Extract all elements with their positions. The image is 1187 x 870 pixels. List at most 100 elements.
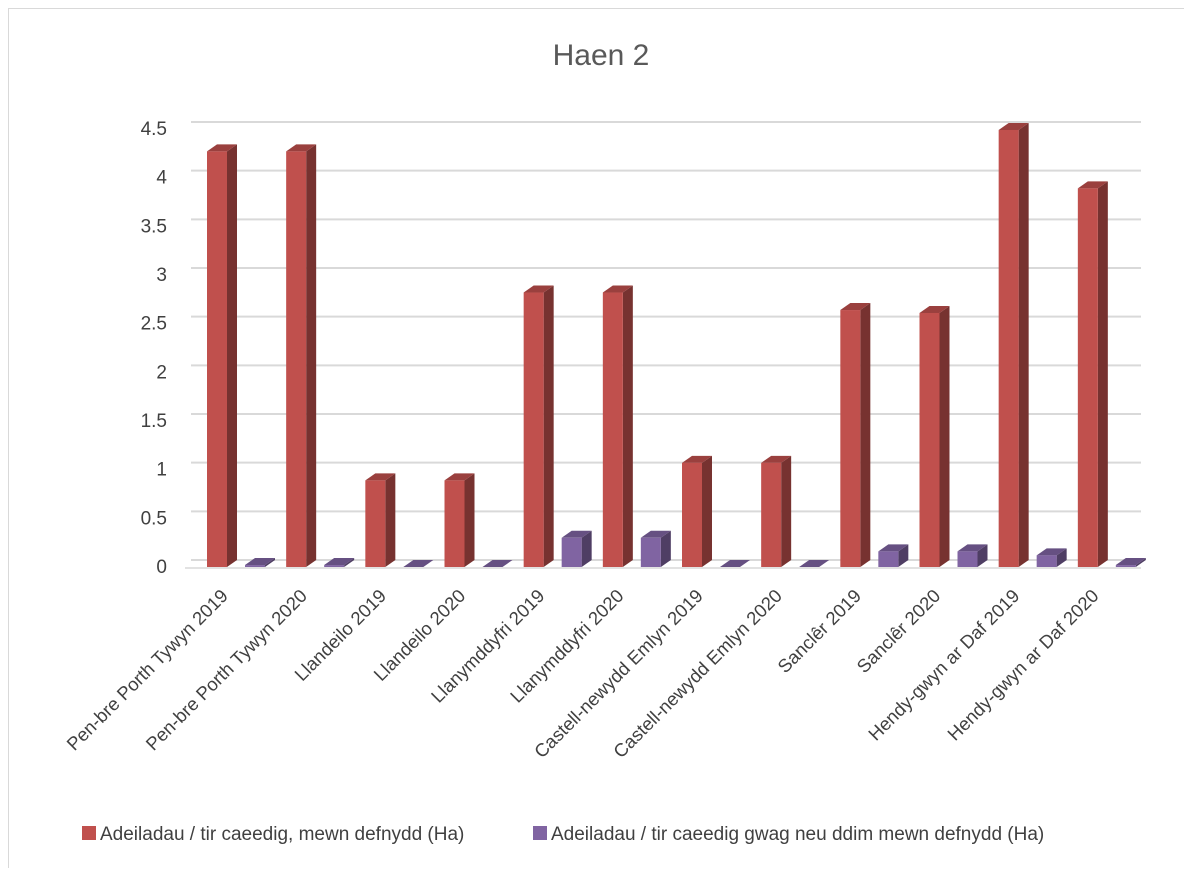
y-tick-label: 4.5: [141, 119, 167, 140]
bar-top: [482, 560, 513, 567]
legend-label: Adeiladau / tir caeedig gwag neu ddim me…: [551, 824, 1044, 845]
bar-side: [1135, 558, 1146, 567]
bar-front: [957, 551, 978, 567]
bar-top: [245, 558, 275, 566]
bar-top: [761, 455, 792, 463]
bar-top: [444, 473, 475, 481]
bar-top: [840, 303, 871, 311]
bar: [957, 544, 988, 567]
bar-side: [702, 455, 712, 567]
bar-top: [957, 544, 988, 552]
bar-top: [998, 122, 1029, 130]
bar-top: [799, 560, 830, 567]
bar-front: [1036, 555, 1057, 567]
bar-side: [227, 144, 237, 568]
bar: [998, 122, 1029, 568]
bar-top: [207, 144, 237, 152]
bar-chart: Haen 2 0 0.5 1 1.5 2 2.5 3 3.5 4 4.5 Pen-bre Port…: [62, 39, 1146, 845]
bar-front: [1115, 565, 1136, 567]
bar-side: [781, 455, 792, 567]
bar-side: [977, 544, 988, 567]
bar-top: [1077, 181, 1108, 189]
category-label: Hendy-gwyn ar Daf 2020: [943, 585, 1103, 745]
bar: [245, 558, 275, 567]
bar-top: [403, 560, 434, 567]
bar: [919, 305, 950, 567]
bar-side: [1018, 122, 1029, 568]
bar-top: [286, 144, 317, 152]
bar: [799, 560, 830, 567]
bar: [878, 544, 909, 567]
bar-side: [622, 285, 633, 567]
bars: [207, 122, 1146, 568]
bar: [720, 560, 750, 567]
bar-side: [939, 305, 950, 567]
y-tick-label: 3: [156, 265, 167, 286]
bar: [403, 560, 434, 567]
bar-side: [1056, 548, 1067, 567]
legend-label: Adeiladau / tir caeedig, mewn defnydd (H…: [100, 824, 464, 845]
bar: [561, 530, 592, 567]
y-tick-label: 1.5: [141, 411, 167, 432]
y-tick-label: 4: [156, 168, 167, 189]
y-tick-label: 3.5: [141, 216, 167, 237]
bar-front: [523, 292, 544, 567]
bar-top: [1115, 558, 1146, 566]
bar: [444, 473, 475, 567]
y-tick-label: 0: [156, 557, 167, 578]
bar-front: [207, 151, 227, 568]
bar: [365, 473, 396, 567]
bar-front: [840, 310, 861, 567]
bar: [1036, 548, 1067, 567]
bar: [1077, 181, 1108, 567]
bar-front: [324, 565, 345, 567]
bar-top: [919, 305, 950, 313]
bar-side: [860, 303, 871, 567]
bar: [602, 285, 633, 567]
bar: [640, 530, 671, 567]
bar-side: [898, 544, 909, 567]
chart-title: Haen 2: [553, 39, 650, 72]
bar-top: [720, 560, 750, 567]
category-label: Castell-newydd Emlyn 2019: [530, 585, 707, 762]
bar-side: [265, 558, 275, 567]
y-tick-label: 2: [156, 362, 167, 383]
bar-side: [581, 530, 592, 567]
bar-front: [245, 565, 265, 567]
bar: [840, 303, 871, 567]
bar-front: [561, 537, 582, 567]
bar-front: [365, 480, 386, 567]
bar-side: [660, 530, 671, 567]
bar-side: [306, 144, 317, 568]
category-label: Sanclêr 2019: [773, 585, 865, 677]
category-label: Pen-bre Porth Tywyn 2019: [62, 585, 231, 754]
bar-top: [324, 558, 355, 566]
y-tick-label: 1: [156, 460, 167, 481]
bar-front: [998, 129, 1019, 567]
bar-front: [640, 537, 661, 567]
bar-top: [640, 530, 671, 538]
bar: [207, 144, 237, 568]
bar-front: [444, 480, 465, 567]
category-label: Castell-newydd Emlyn 2020: [609, 585, 786, 762]
bar: [761, 455, 792, 567]
legend-swatch: [82, 826, 96, 840]
bar-top: [365, 473, 396, 481]
bar: [324, 558, 355, 567]
bar: [682, 455, 712, 567]
bar-side: [543, 285, 554, 567]
bar: [286, 144, 317, 568]
bar-top: [682, 455, 712, 463]
bar-top: [602, 285, 633, 293]
bar: [482, 560, 513, 567]
category-label: Hendy-gwyn ar Daf 2019: [864, 585, 1024, 745]
category-label: Pen-bre Porth Tywyn 2020: [141, 585, 310, 754]
bar-side: [344, 558, 355, 567]
bar-front: [682, 462, 702, 567]
bar-front: [919, 312, 940, 567]
bar-side: [1097, 181, 1108, 567]
bar: [523, 285, 554, 567]
bar-front: [761, 462, 782, 567]
bar-top: [1036, 548, 1067, 556]
